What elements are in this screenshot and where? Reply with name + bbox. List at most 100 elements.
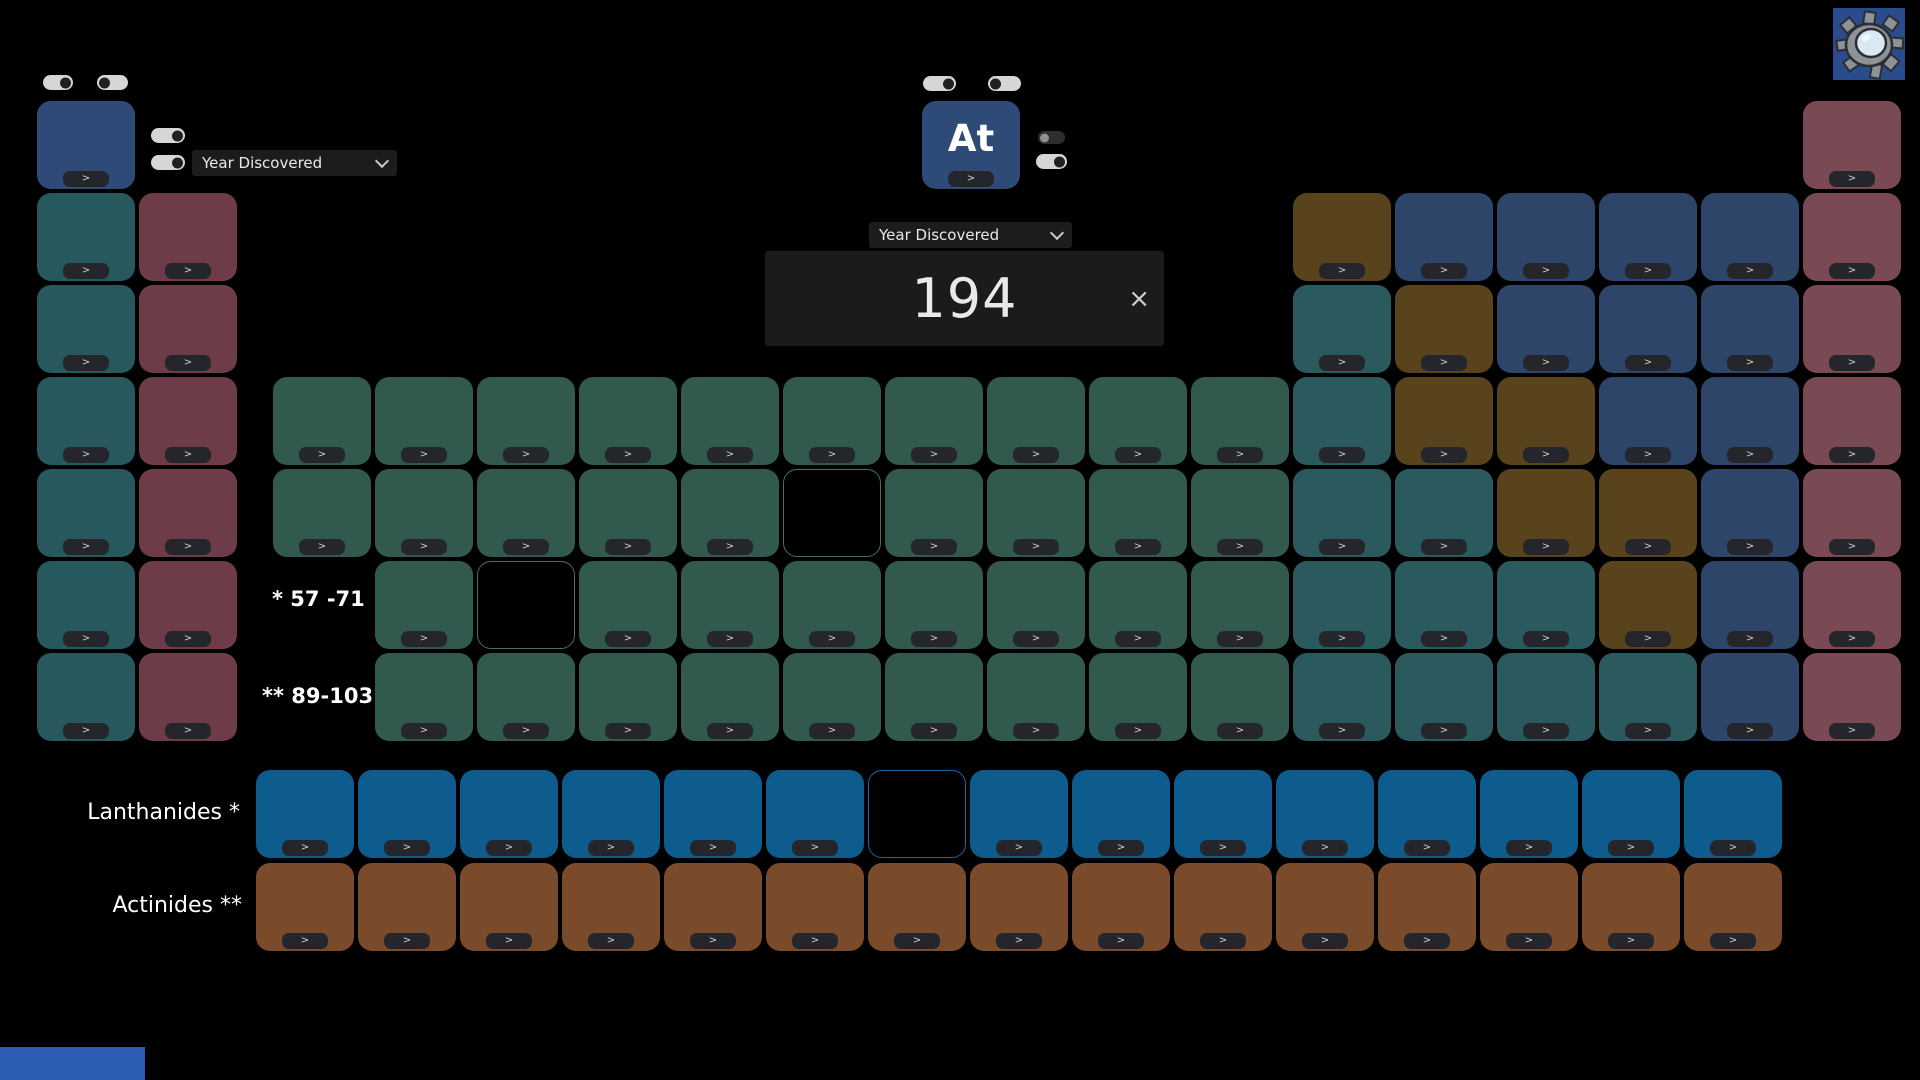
element-tile-alkali[interactable]: > [37,469,135,557]
tile-expand-button[interactable]: > [1013,447,1059,463]
tile-expand-button[interactable]: > [1319,539,1365,555]
element-tile-lanthanide[interactable]: > [1480,770,1578,858]
tile-expand-button[interactable]: > [1506,933,1552,949]
element-tile-actinide[interactable]: > [1276,863,1374,951]
tile-expand-button[interactable]: > [63,263,109,279]
tile-expand-button[interactable]: > [1013,631,1059,647]
element-tile-alkaline[interactable]: > [139,653,237,741]
element-tile-transition[interactable]: > [477,653,575,741]
tile-expand-button[interactable]: > [911,723,957,739]
tile-expand-button[interactable]: > [1829,539,1875,555]
element-tile-transition[interactable]: > [1191,469,1289,557]
app-logo[interactable] [1833,8,1905,80]
tile-expand-button[interactable]: > [1523,263,1569,279]
tile-expand-button[interactable]: > [1829,723,1875,739]
tile-expand-button[interactable]: > [1608,840,1654,856]
quiz-side-toggle[interactable] [1036,154,1067,169]
tile-expand-button[interactable]: > [282,933,328,949]
tile-expand-button[interactable]: > [1829,263,1875,279]
tile-expand-button[interactable]: > [605,631,651,647]
left-side-toggle-1[interactable] [151,128,185,143]
tile-expand-button[interactable]: > [1727,539,1773,555]
element-tile-actinide[interactable]: > [1378,863,1476,951]
element-tile-metalloid[interactable]: > [1599,561,1697,649]
element-tile-actinide[interactable]: > [256,863,354,951]
element-tile-transition[interactable]: > [375,561,473,649]
element-tile-post_transition[interactable]: > [1599,653,1697,741]
left-side-toggle-2[interactable] [151,155,185,170]
element-tile-nonmetal[interactable]: > [1701,561,1799,649]
tile-expand-button[interactable]: > [503,539,549,555]
tile-expand-button[interactable]: > [1523,723,1569,739]
tile-expand-button[interactable]: > [996,840,1042,856]
tile-expand-button[interactable]: > [792,933,838,949]
element-tile-transition[interactable]: > [1089,377,1187,465]
element-tile-transition[interactable]: > [681,469,779,557]
element-tile-hydrogen[interactable]: > [37,101,135,189]
tile-expand-button[interactable]: > [165,723,211,739]
tile-expand-button[interactable]: > [1302,933,1348,949]
tile-expand-button[interactable]: > [588,840,634,856]
quiz-property-dropdown[interactable]: Year Discovered [869,222,1072,248]
answer-input[interactable]: 194 × [765,251,1164,346]
tile-expand-button[interactable]: > [165,263,211,279]
element-tile-post_transition[interactable]: > [1497,653,1595,741]
tile-expand-button[interactable]: > [1523,355,1569,371]
element-tile-lanthanide[interactable]: > [1276,770,1374,858]
tile-expand-button[interactable]: > [1319,263,1365,279]
element-tile-nonmetal[interactable]: > [1701,653,1799,741]
tile-expand-button[interactable]: > [503,723,549,739]
tile-expand-button[interactable]: > [1625,447,1671,463]
tile-expand-button[interactable]: > [707,539,753,555]
tile-expand-button[interactable]: > [165,631,211,647]
element-tile-actinide[interactable]: > [1174,863,1272,951]
tile-expand-button[interactable]: > [1421,263,1467,279]
element-tile-transition[interactable]: > [477,377,575,465]
element-tile-noble[interactable]: > [1803,653,1901,741]
element-tile-transition[interactable]: > [987,469,1085,557]
tile-expand-button[interactable]: > [1506,840,1552,856]
element-tile-noble[interactable]: > [1803,285,1901,373]
element-tile-actinide[interactable]: > [868,863,966,951]
element-tile-actinide[interactable]: > [766,863,864,951]
tile-expand-button[interactable]: > [809,723,855,739]
tile-expand-button[interactable]: > [384,840,430,856]
element-tile-noble[interactable]: > [1803,561,1901,649]
element-tile-lanthanide[interactable]: > [1684,770,1782,858]
element-tile-noble[interactable]: > [1803,469,1901,557]
element-tile-post_transition[interactable]: > [1293,653,1391,741]
tile-expand-button[interactable]: > [299,447,345,463]
close-icon[interactable]: × [1120,282,1158,316]
tile-expand-button[interactable]: > [282,840,328,856]
tile-expand-button[interactable]: > [1098,840,1144,856]
tile-expand-button[interactable]: > [605,723,651,739]
tile-expand-button[interactable]: > [1523,539,1569,555]
tile-expand-button[interactable]: > [401,723,447,739]
element-tile-transition[interactable]: > [783,377,881,465]
tile-expand-button[interactable]: > [1404,933,1450,949]
element-tile-transition[interactable]: > [987,377,1085,465]
tile-expand-button[interactable]: > [1115,723,1161,739]
element-tile-transition[interactable]: > [681,561,779,649]
element-tile-nonmetal[interactable]: > [1599,193,1697,281]
element-tile-transition[interactable]: > [1191,653,1289,741]
element-tile-post_transition[interactable]: > [1395,653,1493,741]
tile-expand-button[interactable]: > [1829,355,1875,371]
element-tile-nonmetal[interactable]: > [1599,377,1697,465]
tile-expand-button[interactable]: > [1710,933,1756,949]
element-tile-post_transition[interactable]: > [1497,561,1595,649]
element-tile-transition[interactable]: > [375,653,473,741]
tile-expand-button[interactable]: > [1625,263,1671,279]
tile-expand-button[interactable]: > [63,631,109,647]
tile-expand-button[interactable]: > [948,171,994,187]
tile-expand-button[interactable]: > [1727,723,1773,739]
tile-expand-button[interactable]: > [299,539,345,555]
tile-expand-button[interactable]: > [1421,631,1467,647]
element-tile-transition[interactable]: > [1089,653,1187,741]
quiz-mini-toggle[interactable] [1038,131,1065,144]
tile-expand-button[interactable]: > [1200,840,1246,856]
element-tile-post_transition[interactable]: > [1395,469,1493,557]
tile-expand-button[interactable]: > [1115,447,1161,463]
element-tile-transition[interactable]: > [1089,469,1187,557]
tile-expand-button[interactable]: > [486,840,532,856]
